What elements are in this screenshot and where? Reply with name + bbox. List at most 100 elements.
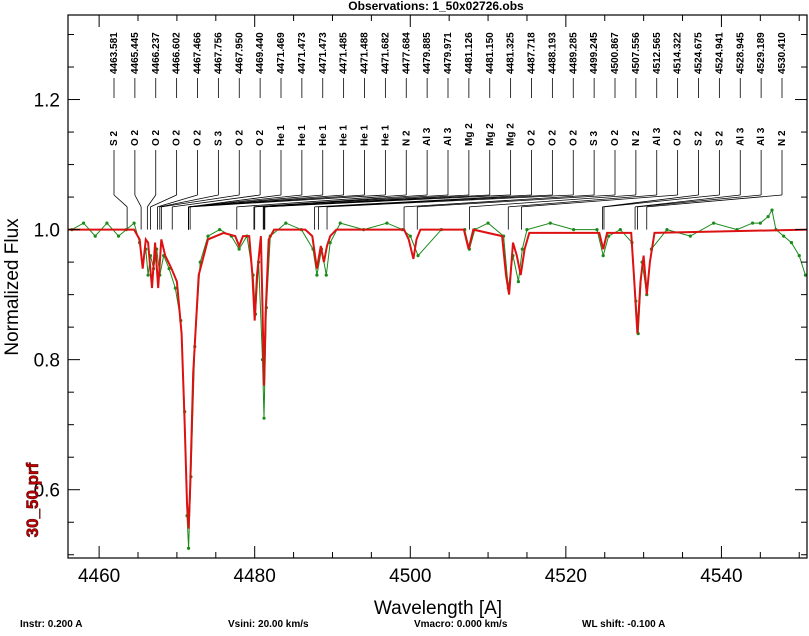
line-id-ion: Al 3 <box>443 127 454 146</box>
observed-point <box>186 546 191 550</box>
observed-point <box>758 221 762 225</box>
line-id-leader <box>113 194 128 208</box>
observed-point <box>572 227 576 232</box>
line-id-wavelength: 4487.718 <box>527 32 538 74</box>
observed-point <box>146 273 150 277</box>
line-id-wavelength: 4481.150 <box>485 32 496 74</box>
line-id-leader <box>147 194 157 208</box>
line-id-wavelength: 4471.485 <box>339 32 350 74</box>
line-id-ion: He 1 <box>339 124 350 146</box>
line-id-ion: Al 3 <box>756 127 767 146</box>
line-id-ion: O 2 <box>255 129 266 146</box>
line-id-wavelength: 4512.565 <box>652 32 663 74</box>
line-id-leader <box>469 194 636 208</box>
observed-point <box>284 221 288 225</box>
y-tick-label: 1.2 <box>34 91 60 112</box>
observed-point <box>750 221 755 225</box>
model-series <box>68 228 808 529</box>
line-id-leader <box>646 194 783 208</box>
line-id-ion: O 2 <box>234 129 245 146</box>
line-id-wavelength: 4471.488 <box>360 32 371 74</box>
footer-instr: Instr: 0.200 A <box>20 619 82 630</box>
line-id-wavelength: 4530.410 <box>777 32 788 74</box>
line-id-wavelength: 4479.971 <box>443 32 454 74</box>
observed-point <box>132 221 136 225</box>
line-id-ion: N 2 <box>631 130 642 146</box>
line-id-leader <box>637 194 762 208</box>
line-id-wavelength: 4467.950 <box>234 32 245 74</box>
line-id-leader <box>159 194 219 208</box>
line-id-ion: Mg 2 <box>506 123 517 146</box>
observed-point <box>105 221 109 225</box>
footer-vmacro: Vmacro: 0.000 km/s <box>414 619 508 630</box>
line-id-wavelength: 4463.581 <box>109 32 120 74</box>
line-id-wavelength: 4507.556 <box>631 32 642 74</box>
line-id-leader <box>327 194 574 208</box>
y-axis-title: Normalized Flux <box>2 218 23 356</box>
line-id-ion: S 3 <box>589 131 600 146</box>
line-id-ion: N 2 <box>777 130 788 146</box>
line-id-wavelength: 4467.466 <box>193 32 204 74</box>
line-id-ion: O 2 <box>547 129 558 146</box>
line-id-wavelength: 4465.445 <box>130 32 141 74</box>
line-id-wavelength: 4467.756 <box>213 32 224 74</box>
footer-wlshift: WL shift: -0.100 A <box>582 619 665 630</box>
observed-point <box>408 234 412 238</box>
observed-point <box>520 247 524 251</box>
plot-frame <box>67 14 808 559</box>
observed-point <box>712 221 716 225</box>
observed-point <box>618 227 622 232</box>
x-tick-label: 4500 <box>389 566 431 587</box>
y-tick-label: 0.6 <box>34 481 60 502</box>
observed-point <box>766 214 770 219</box>
line-id-wavelength: 4471.473 <box>297 32 308 74</box>
observed-series <box>70 208 808 550</box>
observed-point <box>607 234 611 238</box>
observed-point <box>797 254 801 258</box>
observed-point <box>688 234 692 238</box>
model-line <box>68 228 808 529</box>
line-id-ion: Mg 2 <box>485 123 496 146</box>
observed-point <box>173 286 177 290</box>
x-axis-title: Wavelength [A] <box>374 598 502 619</box>
observed-point <box>548 221 552 225</box>
line-id-leader <box>150 194 177 208</box>
line-id-leader <box>635 194 741 208</box>
observed-point <box>595 227 599 232</box>
line-id-leader <box>236 194 407 208</box>
line-id-wavelength: 4481.325 <box>506 32 517 74</box>
line-id-ion: Al 3 <box>735 127 746 146</box>
line-id-leader <box>172 194 261 208</box>
line-id-leader <box>161 194 240 208</box>
profile-file-label: 30_50.prf <box>23 462 42 537</box>
chart-title: Observations: 1_50x02726.obs <box>348 0 524 13</box>
line-id-ion: O 2 <box>172 129 183 146</box>
line-id-ion: He 1 <box>297 124 308 146</box>
line-id-leader <box>417 194 616 208</box>
observed-point <box>525 227 529 232</box>
line-id-leader <box>404 194 595 208</box>
line-id-ion: S 2 <box>714 131 725 146</box>
line-id-wavelength: 4500.867 <box>610 32 621 74</box>
line-id-wavelength: 4488.193 <box>547 32 558 74</box>
observed-point <box>324 273 328 277</box>
x-tick-label: 4520 <box>545 566 587 587</box>
line-id-wavelength: 4466.237 <box>151 32 162 74</box>
line-id-leader <box>157 194 198 208</box>
line-id-wavelength: 4499.245 <box>589 32 600 74</box>
line-id-ion: He 1 <box>276 124 287 146</box>
line-id-ion: O 2 <box>568 129 579 146</box>
line-id-ion: S 2 <box>109 131 120 146</box>
line-id-ion: O 2 <box>193 129 204 146</box>
observed-point <box>338 221 342 225</box>
line-id-ion: O 2 <box>527 129 538 146</box>
line-id-wavelength: 4528.945 <box>735 32 746 74</box>
observed-point <box>782 234 786 238</box>
observed-point <box>93 234 97 238</box>
line-id-ion: N 2 <box>401 130 412 146</box>
line-id-wavelength: 4479.885 <box>422 32 433 74</box>
line-id-wavelength: 4529.189 <box>756 32 767 74</box>
line-id-wavelength: 4481.126 <box>464 32 475 74</box>
